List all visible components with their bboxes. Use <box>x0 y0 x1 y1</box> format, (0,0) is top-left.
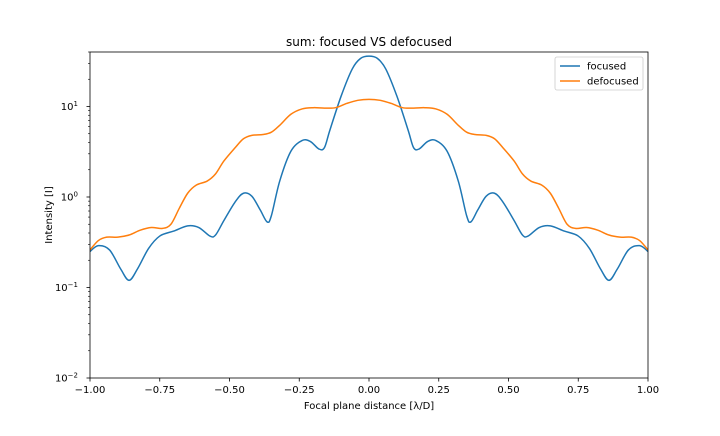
y-tick-label: 10−2 <box>55 372 78 385</box>
x-tick-label: −0.50 <box>214 385 245 396</box>
x-tick-label: 0.25 <box>428 385 450 396</box>
y-tick-label: 100 <box>61 190 78 203</box>
x-tick-label: 0.75 <box>567 385 589 396</box>
legend: focused defocused <box>554 56 644 91</box>
plot-area <box>89 51 649 379</box>
legend-label-focused: focused <box>587 62 626 73</box>
y-tick-label: 101 <box>61 100 78 113</box>
x-tick-label: −0.75 <box>144 385 175 396</box>
x-axis: −1.00 −0.75 −0.50 −0.25 0.00 0.25 0.50 0.75 1.00 <box>75 378 659 396</box>
y-tick-label: 10−1 <box>55 281 78 294</box>
x-tick-label: 1.00 <box>637 385 659 396</box>
chart-title: sum: focused VS defocused <box>286 35 452 49</box>
series-line-focused <box>90 55 648 282</box>
series-layer <box>90 55 648 282</box>
plot-frame <box>89 51 649 379</box>
x-tick-label: −0.25 <box>284 385 315 396</box>
y-axis-label: Intensity [I] <box>44 186 55 244</box>
x-tick-label: 0.50 <box>497 385 519 396</box>
series-line-defocused <box>90 98 648 251</box>
x-axis-label: Focal plane distance [λ/D] <box>304 401 434 412</box>
legend-label-defocused: defocused <box>587 77 639 88</box>
x-tick-label: −1.00 <box>75 385 106 396</box>
y-axis: 10−2 10−1 100 101 <box>55 51 90 385</box>
x-tick-label: 0.00 <box>358 385 380 396</box>
